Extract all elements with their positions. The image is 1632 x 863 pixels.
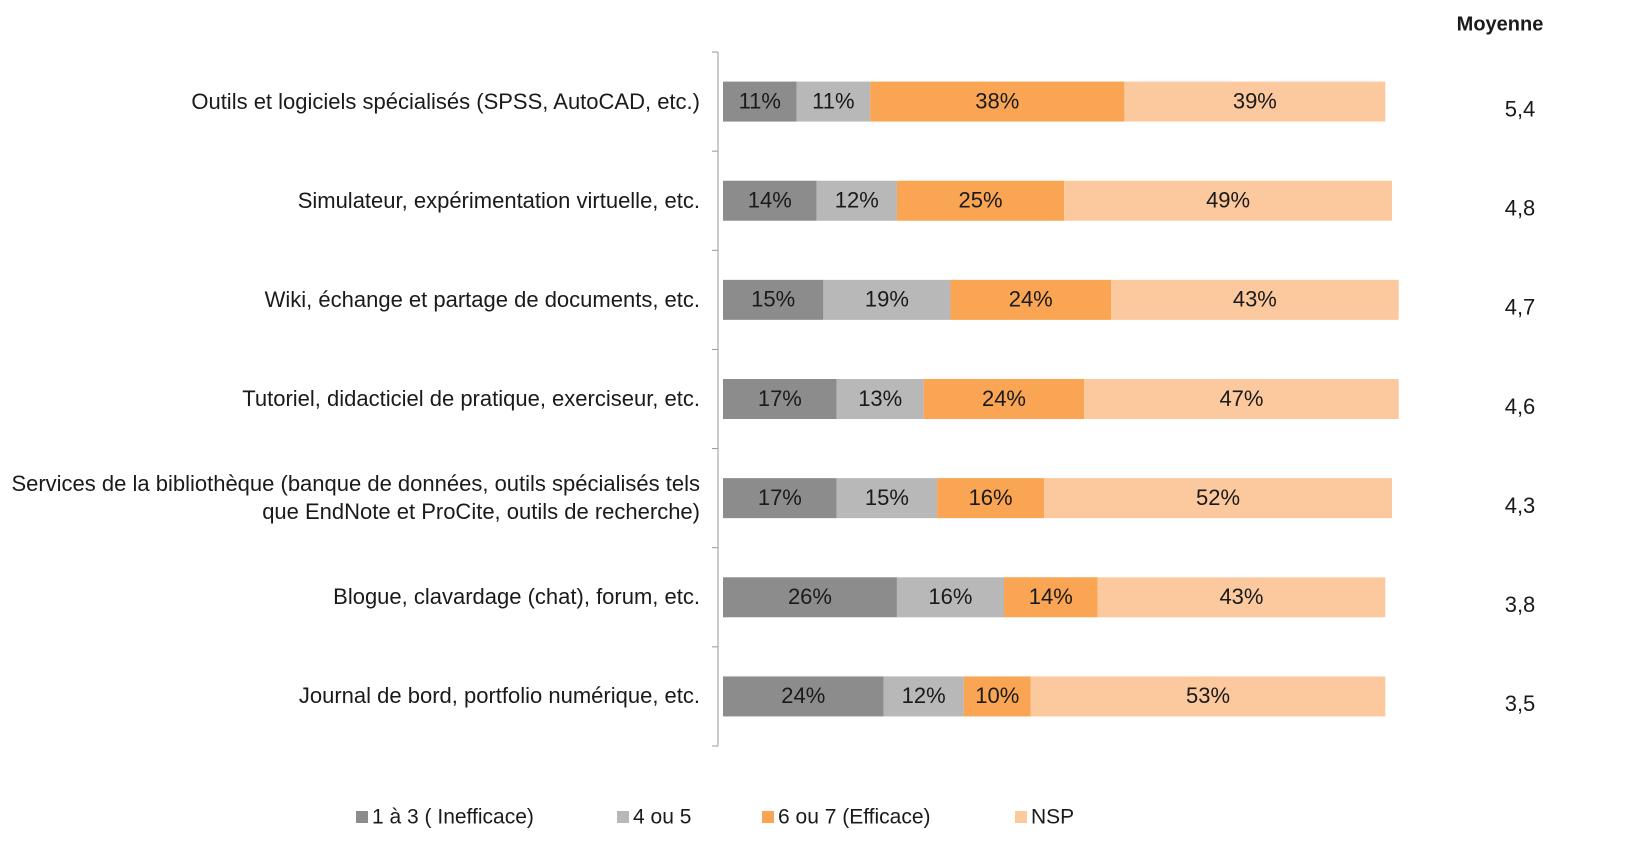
data-label: 43% xyxy=(1233,287,1277,312)
legend-label: 4 ou 5 xyxy=(633,806,691,829)
data-label: 49% xyxy=(1206,188,1250,213)
bar-segment xyxy=(1003,577,1098,618)
data-label: 26% xyxy=(788,584,832,609)
legend-swatch xyxy=(762,811,774,823)
bar-segment xyxy=(1124,81,1386,122)
data-label: 15% xyxy=(751,287,795,312)
data-label: 14% xyxy=(748,188,792,213)
moyenne-title: Moyenne xyxy=(1457,13,1544,35)
data-label: 47% xyxy=(1219,386,1263,411)
category-label: Outils et logiciels spécialisés (SPSS, A… xyxy=(191,88,700,114)
bar-segment xyxy=(723,180,817,221)
data-label: 19% xyxy=(865,287,909,312)
data-label: 14% xyxy=(1029,584,1073,609)
bar-segment xyxy=(1084,379,1399,419)
data-label: 12% xyxy=(902,683,946,708)
moyenne-value: 4,3 xyxy=(1505,493,1536,518)
data-label: 15% xyxy=(865,485,909,510)
data-label: 12% xyxy=(835,188,879,213)
data-label: 16% xyxy=(928,584,972,609)
data-label: 25% xyxy=(959,188,1003,213)
moyenne-value: 3,8 xyxy=(1505,592,1536,617)
data-label: 24% xyxy=(781,683,825,708)
category-label: Simulateur, expérimentation virtuelle, e… xyxy=(297,187,700,213)
data-label: 38% xyxy=(975,88,1019,113)
data-label: 43% xyxy=(1219,584,1263,609)
legend-swatch xyxy=(1015,811,1027,823)
category-label: Wiki, échange et partage de documents, e… xyxy=(264,286,700,312)
bar-segment xyxy=(923,379,1085,419)
bar-segment xyxy=(963,676,1031,717)
legend-swatch xyxy=(617,811,629,823)
bar-segment xyxy=(883,676,964,717)
bar-segment xyxy=(937,478,1045,519)
data-label: 17% xyxy=(758,386,802,411)
bar-segment xyxy=(1030,676,1386,717)
data-label: 17% xyxy=(758,485,802,510)
legend-label: 6 ou 7 (Efficace) xyxy=(778,806,931,829)
data-label: 11% xyxy=(812,88,854,113)
bar-segment xyxy=(723,676,884,717)
bar-segment xyxy=(896,180,1065,221)
data-label: 52% xyxy=(1196,485,1240,510)
bar-segment xyxy=(870,81,1125,122)
data-label: 10% xyxy=(975,683,1019,708)
bar-segment xyxy=(723,81,797,122)
bar-segment xyxy=(1064,180,1392,221)
category-label: Blogue, clavardage (chat), forum, etc. xyxy=(333,584,700,610)
category-label: Services de la bibliothèque (banque de d… xyxy=(11,471,700,525)
bar-segment xyxy=(836,478,938,519)
moyenne-value: 4,7 xyxy=(1505,295,1536,320)
bar-segment xyxy=(1111,279,1399,320)
legend-label: NSP xyxy=(1031,806,1074,829)
bar-segment xyxy=(723,279,824,320)
moyenne-value: 4,8 xyxy=(1505,196,1536,221)
data-label: 11% xyxy=(739,88,781,113)
data-label: 53% xyxy=(1186,683,1230,708)
moyenne-value: 3,5 xyxy=(1505,691,1536,716)
bar-segment xyxy=(1044,478,1392,519)
bar-segment xyxy=(796,81,871,122)
bar-segment xyxy=(723,478,837,519)
bar-segment xyxy=(1097,577,1386,618)
moyenne-value: 4,6 xyxy=(1505,394,1536,419)
data-label: 24% xyxy=(982,386,1026,411)
bar-segment xyxy=(816,180,897,221)
data-label: 39% xyxy=(1233,88,1277,113)
legend-label: 1 à 3 ( Inefficace) xyxy=(372,806,534,829)
data-label: 13% xyxy=(858,386,902,411)
legend-swatch xyxy=(356,811,368,823)
moyenne-value: 5,4 xyxy=(1505,96,1536,121)
category-label: Journal de bord, portfolio numérique, et… xyxy=(298,683,700,709)
bar-segment xyxy=(836,379,924,419)
data-label: 16% xyxy=(969,485,1013,510)
bar-segment xyxy=(823,279,951,320)
category-label: Tutoriel, didacticiel de pratique, exerc… xyxy=(242,386,700,411)
bar-segment xyxy=(950,279,1112,320)
data-label: 24% xyxy=(1009,287,1053,312)
bar-segment xyxy=(896,577,1004,618)
bar-segment xyxy=(723,379,837,419)
bar-segment xyxy=(723,577,897,618)
